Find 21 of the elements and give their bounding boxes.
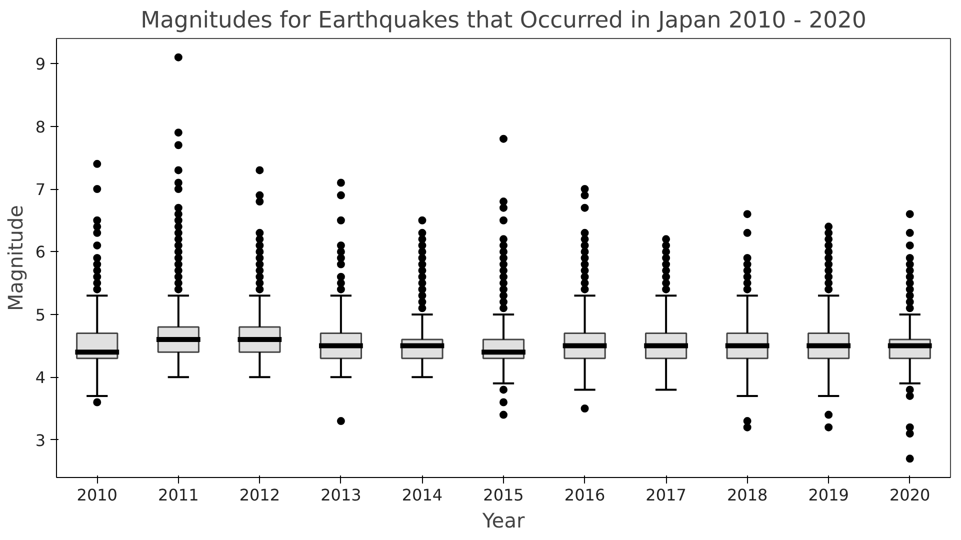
x-tick-label: 2015 (483, 486, 524, 504)
y-tick-label: 3 (35, 430, 46, 450)
y-tick-label: 9 (35, 54, 46, 74)
y-tick-label: 7 (35, 180, 46, 200)
x-tick-label: 2010 (76, 486, 118, 504)
x-tick-label: 2016 (564, 486, 606, 504)
x-tick-label: 2014 (402, 486, 443, 504)
chart-title: Magnitudes for Earthquakes that Occurred in Japan 2010 - 2020 (140, 8, 866, 34)
y-tick-label: 6 (35, 242, 46, 262)
x-tick-label: 2012 (239, 486, 280, 504)
y-axis-title: Magnitude (3, 205, 28, 311)
x-tick-label: 2020 (890, 486, 930, 504)
x-tick-label: 2017 (646, 486, 686, 504)
x-tick-label: 2011 (158, 486, 199, 504)
x-tick-label: 2018 (726, 486, 768, 504)
x-tick-label: 2013 (320, 486, 362, 504)
x-tick-label: 2019 (808, 486, 849, 504)
y-tick-label: 4 (35, 368, 46, 388)
y-tick-label: 8 (35, 117, 46, 136)
x-axis-title: Year (481, 508, 526, 532)
y-tick-label: 5 (35, 305, 46, 324)
